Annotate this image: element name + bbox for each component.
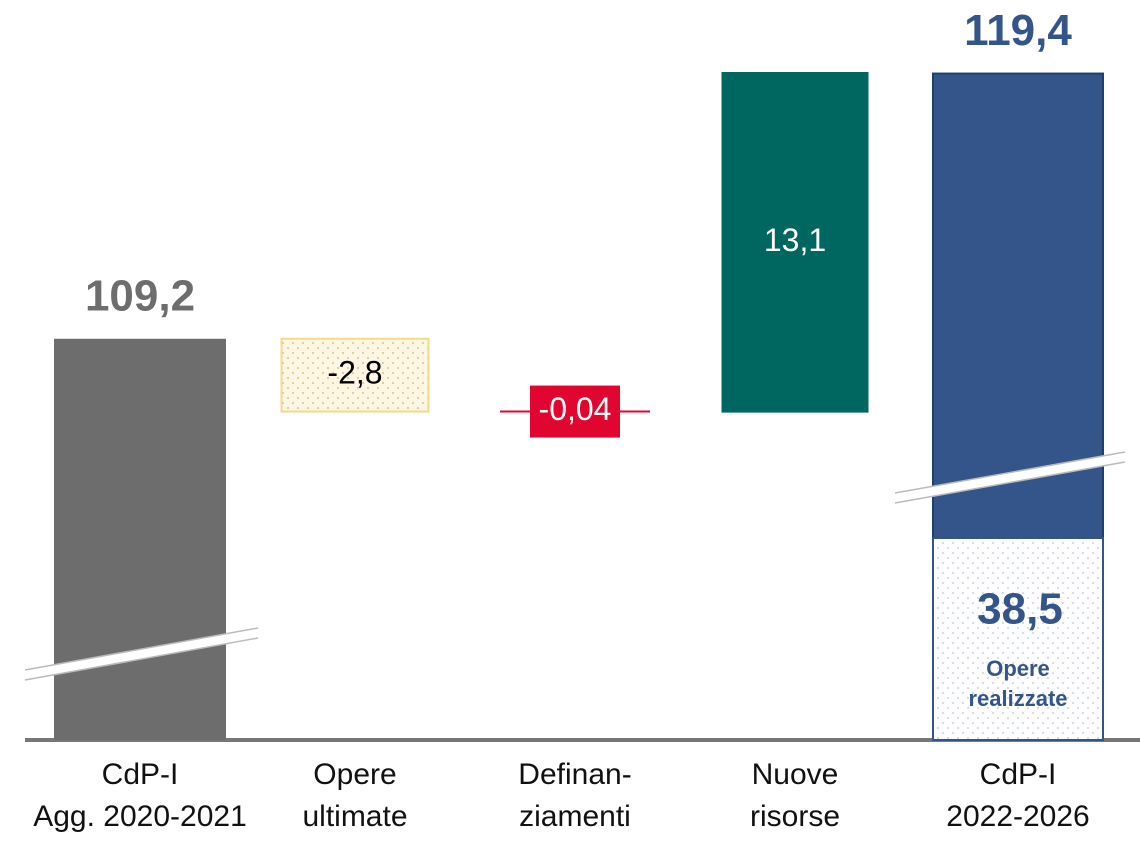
inner-label-line: realizzate <box>968 686 1067 711</box>
axis-break-edge <box>24 637 259 681</box>
value-label: 13,1 <box>764 222 826 258</box>
axis-break-edge <box>24 627 259 671</box>
x-tick-label: Agg. 2020-2021 <box>33 800 247 833</box>
bar <box>721 72 869 413</box>
value-label: 109,2 <box>85 271 195 320</box>
axis-break <box>895 452 1125 503</box>
x-tick-label: CdP-I <box>980 758 1057 791</box>
value-label: 119,4 <box>964 6 1072 55</box>
inner-label-line: Opere <box>986 656 1050 681</box>
value-label: -2,8 <box>327 355 382 391</box>
x-tick-label: ziamenti <box>519 800 631 833</box>
x-tick-label: 2022-2026 <box>946 800 1089 833</box>
value-label: -0,04 <box>539 391 612 427</box>
bar <box>280 337 430 413</box>
axis-break <box>25 628 258 680</box>
x-tick-label: ultimate <box>302 800 407 833</box>
x-tick-label: Opere <box>313 758 396 791</box>
x-tick-label: Nuove <box>752 758 839 791</box>
x-tick-label: Definan- <box>518 758 631 791</box>
axis-break-edge <box>894 461 1126 504</box>
inner-segment <box>932 537 1104 741</box>
inner-value-label: 38,5 <box>977 585 1063 634</box>
inner-label: Opere realizzate <box>968 656 1067 711</box>
x-tick-label: CdP-I <box>102 758 179 791</box>
x-tick-label: risorse <box>750 800 840 833</box>
bar <box>530 385 620 438</box>
axis-break-edge <box>894 451 1126 494</box>
bar <box>54 338 226 740</box>
